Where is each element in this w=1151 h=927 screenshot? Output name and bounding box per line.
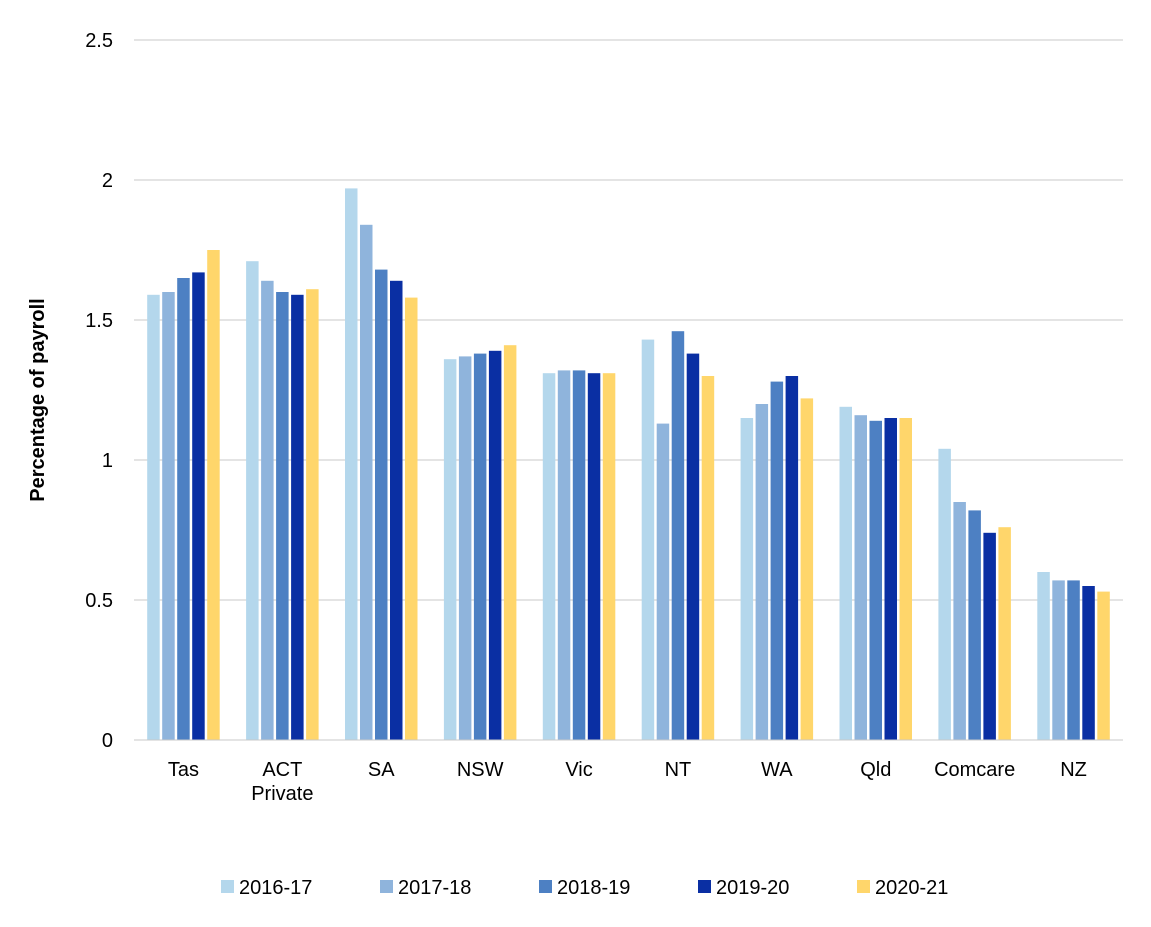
bars (147, 188, 1110, 741)
bar (701, 376, 715, 740)
bar (641, 339, 655, 740)
bar (854, 415, 867, 740)
bar (998, 527, 1011, 740)
bar (405, 297, 418, 740)
bar (473, 353, 487, 740)
bar (147, 294, 160, 740)
x-category-label: SA (368, 759, 395, 781)
bar (983, 532, 996, 740)
bar (1037, 572, 1050, 740)
y-axis-ticks: 0 0.5 1 1.5 2 2.5 (85, 30, 113, 752)
x-category-label: NZ (1060, 759, 1087, 781)
bar (839, 406, 852, 740)
bar (246, 261, 259, 740)
legend-label: 2019-20 (716, 877, 789, 899)
bar (572, 370, 586, 740)
bar (306, 289, 319, 740)
bar (488, 350, 502, 740)
bar (207, 250, 220, 740)
bar (656, 423, 670, 740)
bar (785, 376, 799, 740)
x-category-label: ACT Private (251, 759, 313, 805)
bar (686, 353, 700, 740)
bar (899, 418, 912, 740)
bar (770, 381, 784, 740)
bar (503, 345, 517, 740)
legend-label: 2018-19 (557, 877, 630, 899)
bar (458, 356, 472, 740)
bar (884, 418, 897, 740)
y-axis-label: Percentage of payroll (27, 298, 49, 501)
bar (1082, 586, 1095, 740)
bar (443, 359, 457, 740)
bar (938, 448, 951, 740)
x-category-label: WA (761, 759, 793, 781)
bar (291, 294, 304, 740)
bar (1097, 591, 1110, 740)
legend-label: 2020-21 (875, 877, 948, 899)
bar (1067, 580, 1080, 740)
bar (671, 331, 685, 740)
y-tick-label: 2.5 (85, 30, 113, 52)
x-category-label: NT (665, 759, 692, 781)
bar (602, 373, 616, 740)
bar (192, 272, 205, 740)
x-category-label: NSW (457, 759, 504, 781)
bar (869, 420, 882, 740)
x-category-label: Comcare (934, 759, 1015, 781)
x-category-label: Tas (168, 759, 199, 781)
bar (800, 398, 814, 740)
bar (162, 292, 175, 740)
bar (375, 269, 388, 740)
bar (360, 224, 373, 741)
legend-label: 2016-17 (239, 877, 312, 899)
bar (261, 280, 274, 740)
bar (542, 373, 556, 740)
bar (177, 278, 190, 740)
bar (740, 418, 754, 740)
bar (1052, 580, 1065, 740)
legend-swatch (698, 880, 711, 893)
bar (587, 373, 601, 740)
legend-swatch (857, 880, 870, 893)
legend-label: 2017-18 (398, 877, 471, 899)
y-tick-label: 2 (102, 170, 113, 192)
y-tick-label: 0.5 (85, 590, 113, 612)
bar (557, 370, 571, 740)
legend-swatch (380, 880, 393, 893)
bar (276, 292, 289, 740)
bar (968, 510, 981, 740)
legend-swatch (221, 880, 234, 893)
legend-swatch (539, 880, 552, 893)
bar (390, 280, 403, 740)
x-axis-category-labels: Tas ACT Private SA NSW Vic NT WA Qld Comcare NZ (168, 759, 1087, 805)
legend: 2016-17 2017-18 2018-19 2019-20 2020-21 (221, 877, 948, 899)
x-category-label: Qld (860, 759, 891, 781)
y-tick-label: 1.5 (85, 310, 113, 332)
bar (755, 404, 769, 740)
x-category-label: Vic (565, 759, 592, 781)
bar (345, 188, 358, 740)
y-tick-label: 0 (102, 730, 113, 752)
y-tick-label: 1 (102, 450, 113, 472)
bar (953, 502, 966, 740)
